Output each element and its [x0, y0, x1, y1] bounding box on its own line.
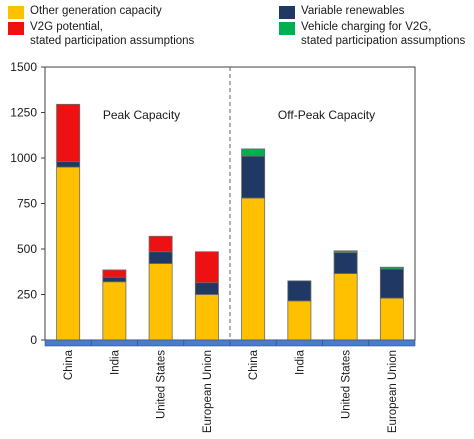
bar-segment — [241, 148, 266, 157]
bar-segment — [194, 282, 219, 295]
x-tick-label: European Union — [387, 350, 399, 433]
bar-segment — [56, 103, 81, 163]
legend-swatch — [279, 6, 295, 19]
legend-item-variable-renewables: Variable renewables — [279, 4, 404, 19]
x-tick-label: European Union — [202, 350, 214, 433]
legend-swatch — [279, 22, 295, 35]
legend-item-other-generation: Other generation capacity — [8, 4, 162, 19]
y-tick-label: 1500 — [10, 60, 37, 74]
bar-segment — [379, 297, 404, 341]
bar-segment — [241, 197, 266, 341]
x-tick-label: United States — [341, 350, 353, 419]
bar-segment — [287, 280, 312, 302]
bar-segment — [148, 235, 173, 253]
bar-segment — [148, 263, 173, 341]
bar-segment — [287, 300, 312, 341]
legend-item-v2g-potential: V2G potential, stated participation assu… — [8, 20, 194, 48]
y-tick-label: 1000 — [10, 151, 37, 165]
y-tick-label: 750 — [17, 197, 37, 211]
bar-segment — [194, 294, 219, 341]
y-tick-label: 0 — [30, 333, 37, 347]
x-tick-label: China — [63, 349, 75, 380]
bar-segment — [241, 155, 266, 199]
bar-segment — [379, 266, 404, 270]
x-tick-label: United States — [156, 350, 168, 419]
bar-segment — [102, 281, 127, 341]
bar-segment — [194, 251, 219, 284]
bar-segment — [56, 166, 81, 341]
bar-segment — [102, 269, 127, 278]
y-tick-label: 500 — [17, 242, 37, 256]
x-tick-label: China — [248, 349, 260, 380]
legend-swatch — [8, 22, 24, 35]
legend-label: Variable renewables — [301, 5, 405, 17]
legend-swatch — [8, 6, 24, 19]
chart-legend: Other generation capacity V2G potential,… — [0, 0, 474, 56]
x-tick-label: India — [294, 349, 306, 375]
bar-segment — [333, 252, 358, 274]
legend-item-vehicle-charging: Vehicle charging for V2G, stated partici… — [279, 20, 465, 48]
bar-segment — [333, 273, 358, 341]
x-tick-label: India — [109, 349, 121, 375]
y-tick-label: 1250 — [10, 106, 37, 120]
bar-segment — [56, 161, 81, 168]
panel-label: Peak Capacity — [103, 108, 180, 122]
y-tick-label: 250 — [17, 288, 37, 302]
legend-label: Vehicle charging for V2G, stated partici… — [301, 21, 466, 47]
bar-segment — [102, 276, 127, 283]
bar-segment — [333, 250, 358, 254]
legend-label: Other generation capacity — [30, 5, 162, 17]
bar-segment — [379, 268, 404, 299]
panel-label: Off-Peak Capacity — [278, 108, 375, 122]
legend-label: V2G potential, stated participation assu… — [30, 21, 195, 47]
bar-segment — [148, 251, 173, 264]
